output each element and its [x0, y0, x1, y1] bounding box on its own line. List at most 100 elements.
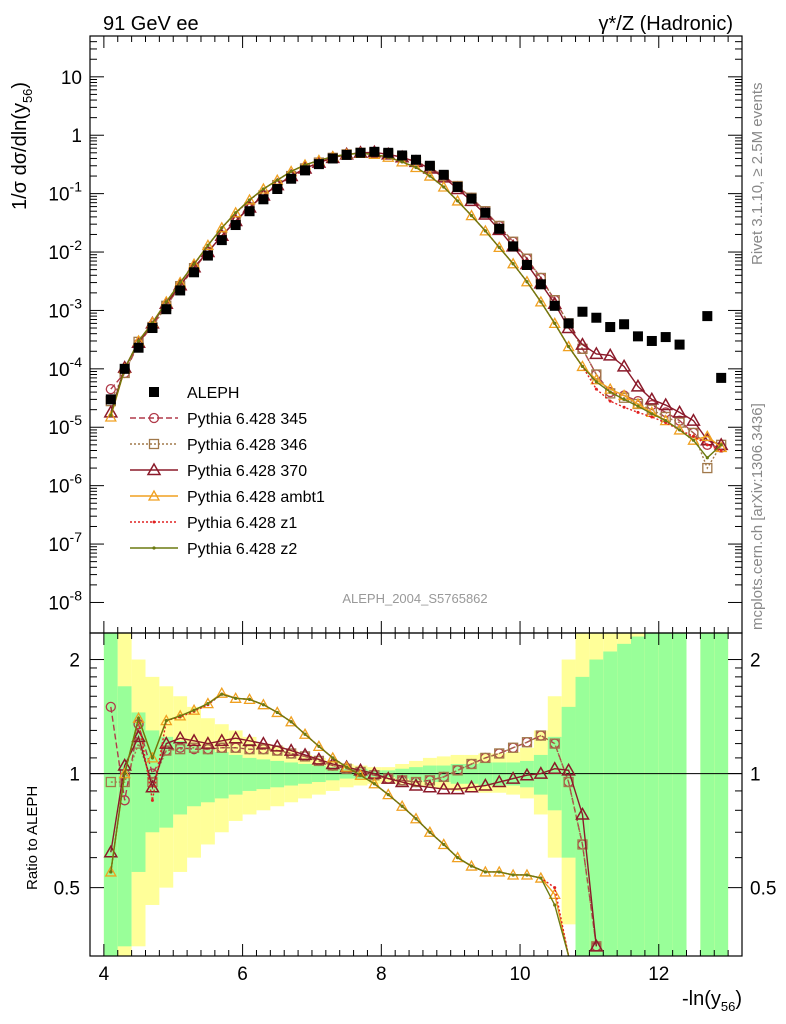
main-series-line	[110, 152, 722, 449]
ratio-series-point	[256, 736, 271, 749]
main-series-point	[469, 214, 474, 218]
main-series-point	[691, 434, 695, 438]
ratio-series-point	[175, 744, 186, 755]
main-series-point	[719, 443, 723, 447]
ratio-y-tick-label: 1	[69, 765, 80, 786]
main-series-point	[622, 405, 626, 409]
ratio-y-axis-title: Ratio to ALEPH	[24, 786, 41, 890]
legend-label: Pythia 6.428 z2	[187, 541, 297, 558]
aleph-point	[244, 206, 255, 217]
aleph-point	[147, 323, 158, 334]
main-series-point	[631, 397, 645, 409]
ratio-series-point	[396, 799, 409, 811]
band-inner-bin	[173, 740, 188, 815]
main-series-point	[493, 241, 506, 253]
main-series-point	[206, 243, 210, 247]
ratio-y-tick-label-right: 2	[750, 651, 761, 672]
header-left: 91 GeV ee	[103, 13, 199, 35]
ratio-series-point	[380, 771, 396, 784]
main-series-point	[275, 178, 279, 182]
ratio-series-point	[414, 817, 418, 821]
main-series-point	[456, 199, 460, 203]
legend-label: Pythia 6.428 z1	[187, 515, 297, 532]
main-series-point	[104, 410, 117, 422]
ratio-series-point	[409, 812, 423, 824]
aleph-point	[508, 241, 519, 252]
main-y-tick-label: 10	[61, 68, 82, 89]
aleph-point	[646, 335, 657, 346]
mcplots-label: mcplots.cern.ch [arXiv:1306.3436]	[749, 403, 766, 630]
ratio-series-point	[164, 718, 168, 723]
main-series-line	[110, 152, 722, 449]
ratio-series-point	[178, 714, 182, 718]
main-series-point	[220, 226, 224, 230]
ratio-series-point	[297, 747, 313, 761]
ratio-series-point	[494, 748, 505, 759]
main-series-point	[451, 194, 464, 206]
main-series-point	[705, 443, 709, 447]
ratio-series-point	[258, 744, 269, 755]
ratio-y-tick-label-right: 1	[750, 765, 761, 786]
band-inner-bin	[117, 686, 132, 947]
aleph-point	[258, 194, 269, 205]
main-series-point	[178, 280, 182, 285]
band-inner-bin	[617, 643, 632, 956]
main-series-point	[594, 387, 598, 391]
main-series-point	[616, 358, 632, 372]
x-tick-label: 6	[237, 964, 248, 985]
band-inner-bin	[589, 659, 604, 956]
aleph-point	[549, 300, 560, 311]
main-series-point	[483, 229, 487, 233]
main-y-tick-label: 10-6	[48, 471, 82, 498]
main-y-tick-label: 10-5	[48, 412, 82, 439]
aleph-point	[411, 154, 421, 165]
ratio-series-point	[317, 744, 321, 748]
aleph-point	[632, 331, 643, 342]
ratio-series-point	[159, 736, 174, 749]
band-inner-bin	[242, 757, 257, 791]
ratio-series-point	[424, 775, 436, 786]
main-series-point	[650, 412, 654, 416]
ratio-series-point	[438, 771, 449, 783]
rivet-label: Rivet 3.1.10, ≥ 2.5M events	[749, 83, 766, 266]
aleph-point	[605, 322, 616, 333]
aleph-point	[438, 169, 449, 180]
main-series-point	[400, 160, 404, 164]
legend-marker	[146, 462, 162, 476]
analysis-watermark: ALEPH_2004_S5765862	[342, 591, 487, 606]
legend-marker	[152, 546, 156, 550]
ratio-series-point	[220, 692, 224, 696]
ratio-series-point	[521, 737, 533, 748]
main-series-point	[497, 245, 501, 250]
aleph-point	[313, 159, 324, 170]
main-series-point	[507, 257, 520, 269]
main-series-point	[719, 448, 723, 452]
aleph-point	[383, 147, 394, 158]
main-series-point	[672, 404, 687, 418]
legend-marker	[152, 520, 156, 524]
main-series-point	[701, 429, 714, 441]
ratio-series-point	[340, 760, 353, 772]
main-series-point	[428, 174, 432, 178]
main-series-point	[164, 300, 168, 304]
main-series-point	[687, 433, 700, 445]
main-series-point	[105, 383, 116, 395]
ratio-series-point	[549, 738, 560, 749]
ratio-series-point	[408, 778, 424, 791]
ratio-series-point	[451, 851, 464, 863]
ratio-series-line	[110, 693, 570, 957]
legend-label: ALEPH	[187, 385, 239, 402]
aleph-point	[716, 372, 727, 383]
x-tick-label: 12	[648, 964, 669, 985]
main-series-point	[261, 187, 266, 191]
main-y-tick-label: 10-2	[48, 237, 82, 264]
ratio-series-point	[285, 715, 298, 727]
ratio-series-point	[325, 756, 341, 770]
legend-label: Pythia 6.428 ambt1	[187, 489, 325, 506]
x-tick-label: 10	[509, 964, 530, 985]
band-inner-bin	[256, 759, 271, 790]
main-series-point	[109, 413, 113, 417]
main-series-point	[644, 391, 660, 405]
